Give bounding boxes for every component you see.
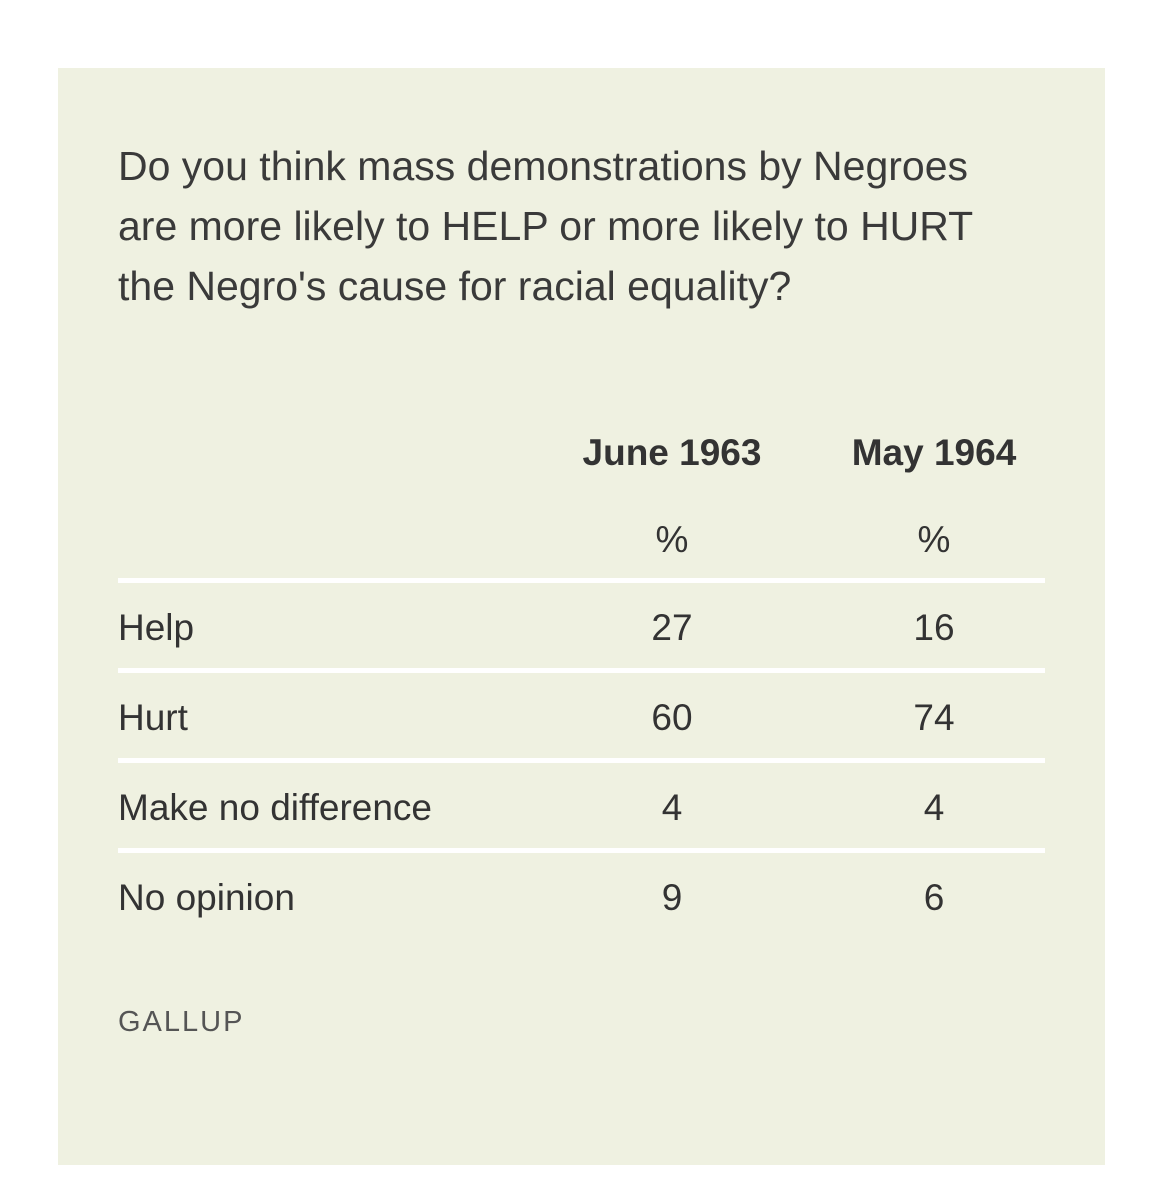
row-label: Help <box>118 607 195 648</box>
value-may-1964: 4 <box>923 787 945 828</box>
row-label: Hurt <box>118 697 188 738</box>
table-card: Do you think mass demonstrations by Negr… <box>58 68 1105 1165</box>
table-row-help: Help 27 16 <box>118 606 1045 650</box>
row-divider <box>118 758 1045 763</box>
value-june-1963: 60 <box>651 697 693 738</box>
row-label: No opinion <box>118 877 295 918</box>
row-divider <box>118 668 1045 673</box>
unit-label-june-1963: % <box>655 519 689 560</box>
value-june-1963: 4 <box>661 787 683 828</box>
value-may-1964: 6 <box>923 877 945 918</box>
value-june-1963: 27 <box>651 607 693 648</box>
value-june-1963: 9 <box>661 877 683 918</box>
table-row-no-opinion: No opinion 9 6 <box>118 876 1045 920</box>
header-divider <box>118 578 1045 583</box>
source-label: GALLUP <box>118 1006 245 1038</box>
value-may-1964: 74 <box>913 697 955 738</box>
column-header-may-1964: May 1964 <box>851 432 1017 473</box>
row-divider <box>118 848 1045 853</box>
question-title: Do you think mass demonstrations by Negr… <box>118 143 973 309</box>
row-label: Make no difference <box>118 787 433 828</box>
unit-label-may-1964: % <box>917 519 951 560</box>
table-row-make-no-difference: Make no difference 4 4 <box>118 786 1045 830</box>
table-row-hurt: Hurt 60 74 <box>118 696 1045 740</box>
column-header-june-1963: June 1963 <box>582 432 762 473</box>
value-may-1964: 16 <box>913 607 955 648</box>
